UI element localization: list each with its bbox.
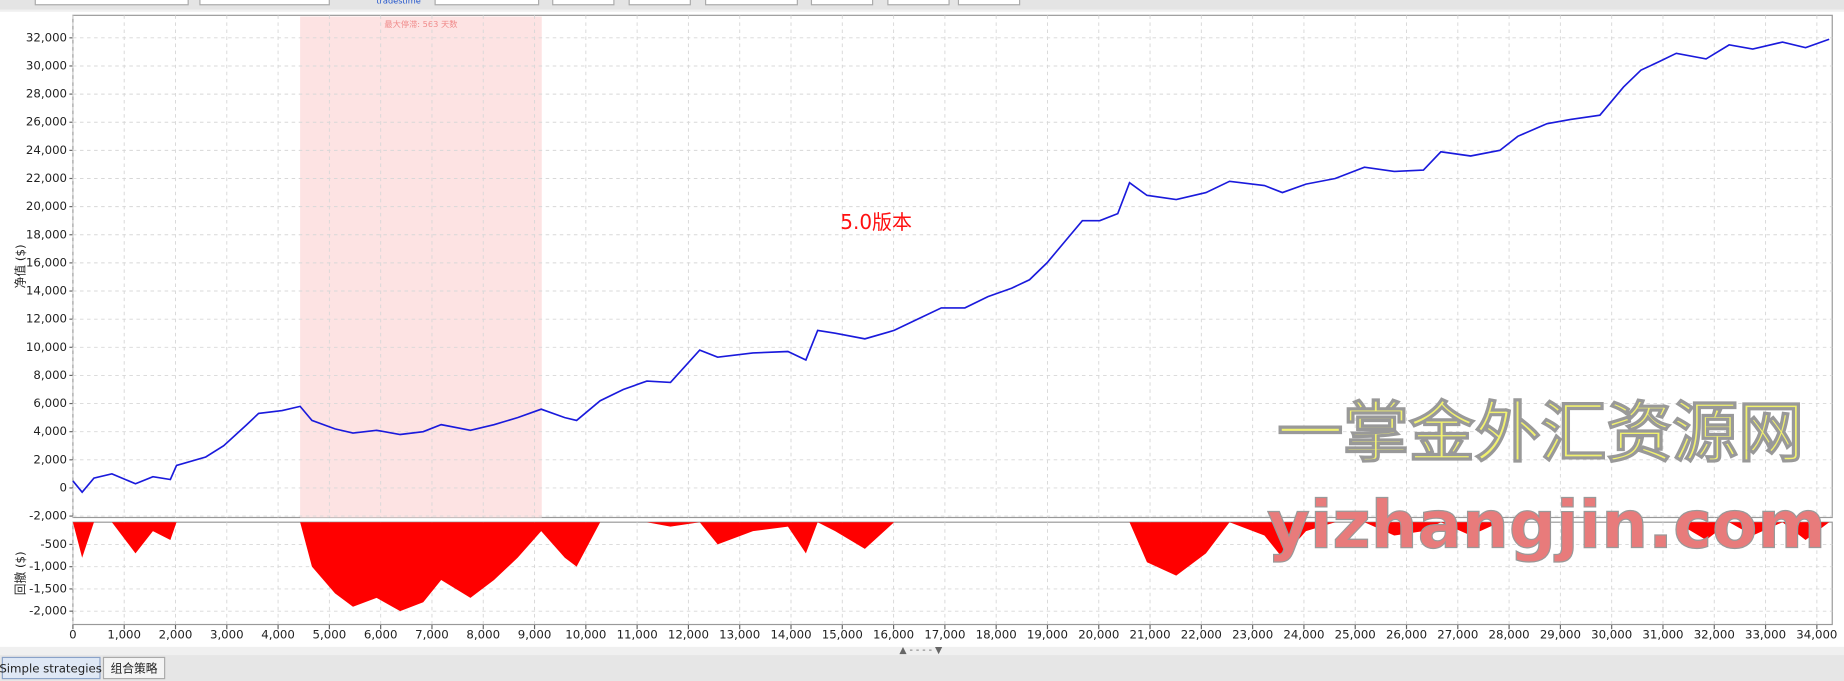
x-tick-label: 29,000 xyxy=(1540,628,1581,642)
watermark: yizhangjin.com xyxy=(1267,486,1826,563)
y-tick-label: 4,000 xyxy=(33,424,67,438)
x-tick-label: 21,000 xyxy=(1129,628,1170,642)
x-tick-label: 23,000 xyxy=(1232,628,1273,642)
stagnation-label: 最大停滞: 563 天数 xyxy=(384,19,457,29)
x-tick-label: 3,000 xyxy=(210,628,244,642)
toolbar-label: time xyxy=(402,0,421,6)
x-tick-label: 11,000 xyxy=(617,628,658,642)
y-tick-label: 30,000 xyxy=(26,58,67,72)
x-tick-label: 27,000 xyxy=(1437,628,1478,642)
x-tick-label: 8,000 xyxy=(466,628,500,642)
x-tick-label: 31,000 xyxy=(1642,628,1683,642)
y-tick-label: -500 xyxy=(40,537,67,551)
toolbar-field[interactable] xyxy=(628,0,691,6)
y-tick-label: 14,000 xyxy=(26,284,67,298)
y-tick-label: 2,000 xyxy=(33,452,67,466)
x-tick-label: 30,000 xyxy=(1591,628,1632,642)
x-tick-label: 5,000 xyxy=(313,628,347,642)
equity-line xyxy=(72,38,1830,494)
toolbar-field[interactable] xyxy=(34,0,189,6)
tab-label[interactable]: 组合策略 xyxy=(111,662,158,676)
y-tick-label: 6,000 xyxy=(33,396,67,410)
x-tick-label: 32,000 xyxy=(1694,628,1735,642)
y-tick-label: 12,000 xyxy=(26,312,67,326)
tab[interactable] xyxy=(1,656,101,680)
toolbar-field[interactable] xyxy=(199,0,330,6)
x-tick-label: 2,000 xyxy=(159,628,193,642)
toolbar-field[interactable] xyxy=(887,0,950,6)
y-tick-label: -1,000 xyxy=(29,559,67,573)
x-tick-label: 7,000 xyxy=(415,628,449,642)
toolbar-field[interactable] xyxy=(552,0,615,6)
y-tick-label: 26,000 xyxy=(26,115,67,129)
tab-label[interactable]: Simple strategies xyxy=(0,662,102,676)
y-tick-label: -1,500 xyxy=(29,581,67,595)
y-tick-label: 10,000 xyxy=(26,340,67,354)
toolbar-field[interactable] xyxy=(705,0,798,6)
toolbar-label: trades xyxy=(376,0,402,6)
y-axis-label: 净值 ($) xyxy=(14,244,28,288)
x-tick-label: 12,000 xyxy=(668,628,709,642)
x-tick-label: 33,000 xyxy=(1745,628,1786,642)
x-tick-label: 14,000 xyxy=(770,628,811,642)
x-tick-label: 20,000 xyxy=(1078,628,1119,642)
y-tick-label: 0 xyxy=(60,480,67,494)
splitter[interactable]: ▲ - - - - ▼ xyxy=(899,645,943,656)
x-tick-label: 4,000 xyxy=(261,628,295,642)
x-tick-label: 34,000 xyxy=(1796,628,1837,642)
annotation: 5.0版本 xyxy=(840,210,912,234)
x-tick-label: 22,000 xyxy=(1181,628,1222,642)
x-tick-label: 0 xyxy=(69,628,76,642)
watermark: 一掌金外汇资源网 xyxy=(1277,395,1804,472)
toolbar-field[interactable] xyxy=(957,0,1021,6)
y-tick-label: 28,000 xyxy=(26,87,67,101)
x-tick-label: 1,000 xyxy=(107,628,141,642)
y-tick-label: 16,000 xyxy=(26,255,67,269)
y-tick-label: 18,000 xyxy=(26,227,67,241)
drawdown-area xyxy=(72,522,1830,612)
x-tick-label: 9,000 xyxy=(518,628,552,642)
y-axis-label: 回撤 ($) xyxy=(14,551,28,595)
x-tick-label: 17,000 xyxy=(924,628,965,642)
chart-layer: 最大停滞: 563 天数-2,00002,0004,0006,0008,0001… xyxy=(14,15,1837,642)
toolbar-field[interactable] xyxy=(434,0,540,6)
x-tick-label: 15,000 xyxy=(822,628,863,642)
y-tick-label: 24,000 xyxy=(26,143,67,157)
toolbar: trades time xyxy=(0,0,1844,10)
y-tick-label: -2,000 xyxy=(29,604,67,618)
x-tick-label: 6,000 xyxy=(364,628,398,642)
y-tick-label: 8,000 xyxy=(33,368,67,382)
stagnation-band xyxy=(300,16,542,518)
x-tick-label: 28,000 xyxy=(1489,628,1530,642)
x-tick-label: 13,000 xyxy=(719,628,760,642)
x-tick-label: 10,000 xyxy=(565,628,606,642)
toolbar-field[interactable] xyxy=(810,0,874,6)
x-tick-label: 25,000 xyxy=(1335,628,1376,642)
tab[interactable] xyxy=(102,656,166,680)
y-tick-label: 32,000 xyxy=(26,30,67,44)
tab-bar xyxy=(0,655,1844,681)
y-tick-label: 22,000 xyxy=(26,171,67,185)
y-tick-label: -2,000 xyxy=(29,509,67,523)
x-tick-label: 19,000 xyxy=(1027,628,1068,642)
x-tick-label: 24,000 xyxy=(1283,628,1324,642)
y-tick-label: 20,000 xyxy=(26,199,67,213)
x-tick-label: 16,000 xyxy=(873,628,914,642)
x-tick-label: 26,000 xyxy=(1386,628,1427,642)
x-tick-label: 18,000 xyxy=(976,628,1017,642)
